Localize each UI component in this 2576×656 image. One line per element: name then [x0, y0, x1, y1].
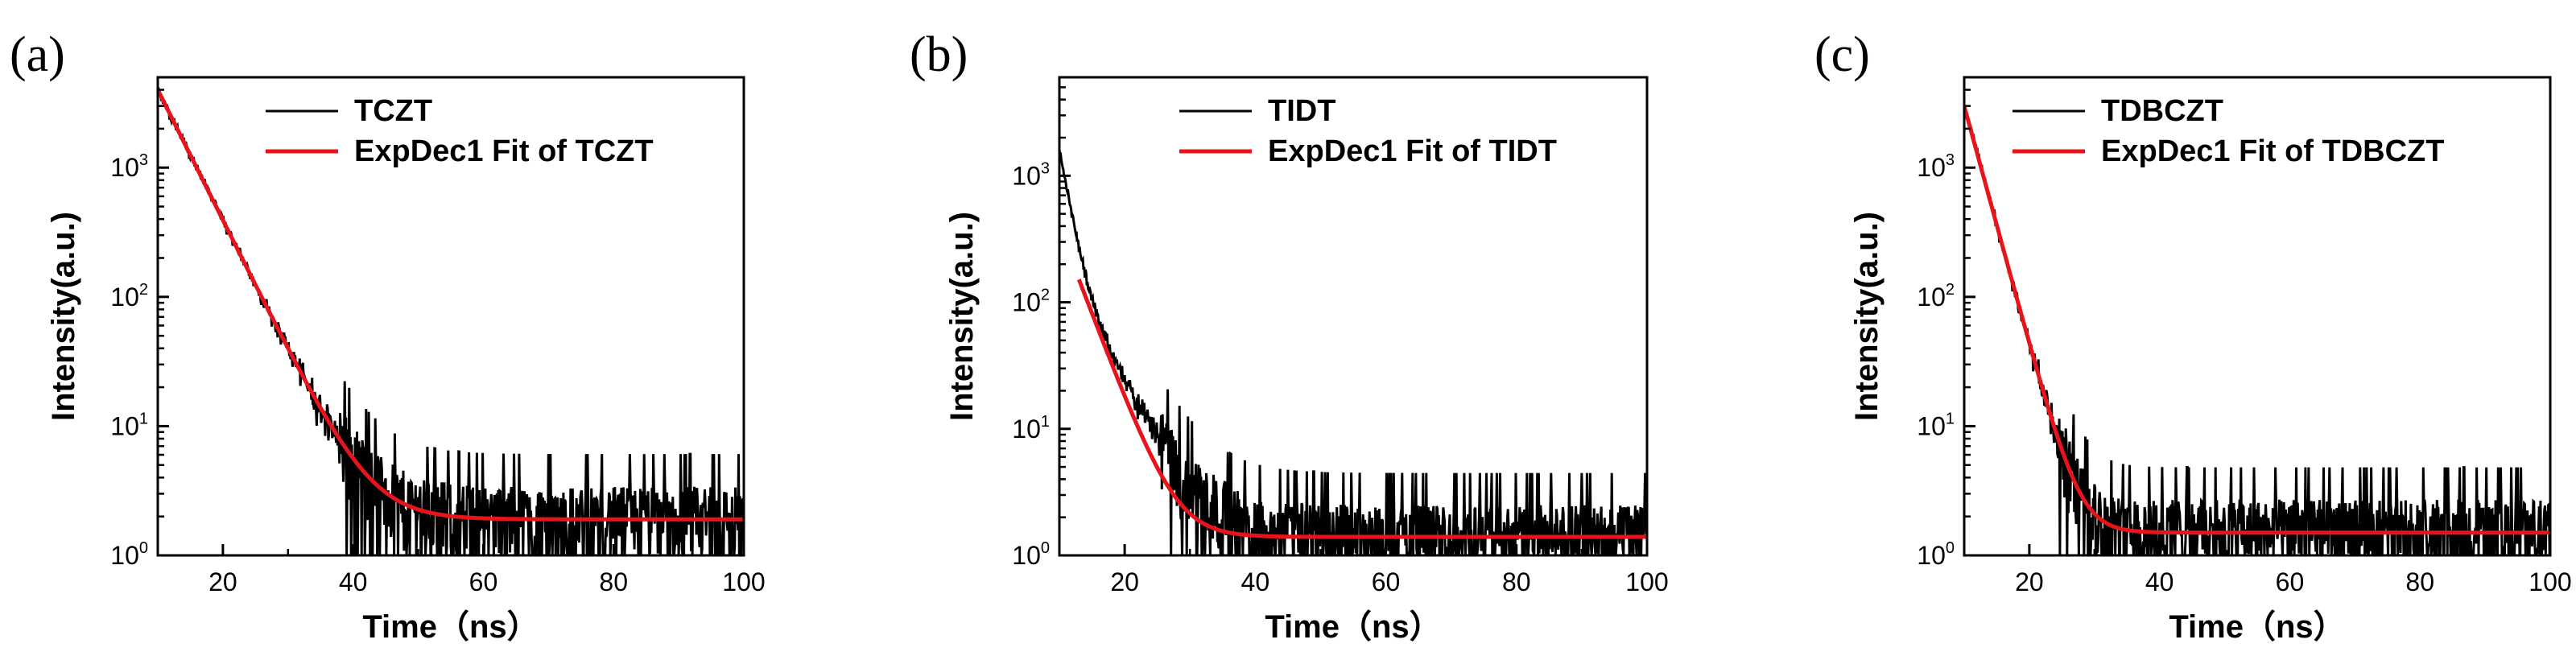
series-line-1 [1059, 149, 1647, 555]
x-tick-label: 40 [339, 567, 368, 596]
x-axis-label: Time（ns） [362, 609, 539, 645]
y-tick-label: 100 [1917, 539, 1955, 570]
panel-label: (b) [910, 27, 968, 82]
y-axis-label: Intensity(a.u.) [46, 212, 81, 421]
y-tick-exp: 1 [139, 410, 148, 427]
y-tick-label: 100 [1012, 539, 1050, 570]
y-tick-base: 10 [1917, 541, 1946, 570]
y-tick-exp: 2 [1946, 281, 1955, 299]
legend-label: ExpDec1 Fit of TIDT [1268, 134, 1557, 168]
y-tick-base: 10 [1917, 283, 1946, 311]
y-tick-exp: 0 [139, 539, 148, 557]
y-tick-exp: 1 [1041, 413, 1050, 431]
legend-label: ExpDec1 Fit of TCZT [354, 134, 654, 168]
x-tick-label: 20 [2015, 567, 2044, 596]
fit-line-2 [1964, 105, 2550, 535]
y-tick-exp: 0 [1946, 539, 1955, 557]
y-tick-label: 102 [1012, 287, 1050, 317]
y-tick-base: 10 [110, 411, 139, 440]
x-tick-label: 80 [599, 567, 628, 596]
y-tick-exp: 1 [1946, 410, 1955, 427]
x-tick-label: 20 [1110, 567, 1139, 596]
x-tick-label: 40 [1241, 567, 1270, 596]
y-tick-label: 101 [1012, 413, 1050, 444]
y-tick-exp: 2 [1041, 287, 1050, 304]
series-line-1 [1964, 105, 2550, 555]
y-tick-label: 102 [1917, 281, 1955, 311]
chart-panel-3: 20 40 60 80 100100101102103Time（ns）Intensity… [1814, 27, 2572, 645]
y-tick-base: 10 [1012, 415, 1041, 444]
x-tick-label: 80 [2405, 567, 2434, 596]
y-tick-exp: 2 [139, 281, 148, 299]
y-axis-label: Intensity(a.u.) [1849, 212, 1885, 421]
y-tick-label: 102 [110, 281, 148, 311]
panel-label: (c) [1814, 27, 1870, 82]
y-tick-label: 103 [1917, 151, 1955, 182]
y-tick-base: 10 [1012, 288, 1041, 317]
y-tick-exp: 0 [1041, 539, 1050, 557]
y-axis-label: Intensity(a.u.) [944, 212, 980, 421]
plot-frame [1058, 76, 1649, 557]
panel-label: (a) [10, 27, 65, 82]
x-tick-label: 100 [2529, 567, 2571, 596]
y-tick-base: 10 [110, 541, 139, 570]
x-tick-label: 60 [1372, 567, 1401, 596]
y-tick-exp: 3 [1946, 151, 1955, 169]
fit-line-2 [1076, 278, 1647, 539]
y-tick-base: 10 [1012, 541, 1041, 570]
y-tick-label: 103 [1012, 159, 1050, 190]
x-tick-label: 60 [2276, 567, 2305, 596]
x-tick-label: 20 [208, 567, 237, 596]
x-tick-label: 100 [722, 567, 765, 596]
chart-panel-1: 20 40 60 80 100100101102103Time（ns）Intensity… [10, 27, 766, 645]
y-tick-label: 101 [1917, 410, 1955, 440]
y-tick-label: 103 [110, 151, 148, 182]
x-tick-label: 60 [469, 567, 498, 596]
y-tick-base: 10 [1917, 411, 1946, 440]
y-tick-base: 10 [110, 153, 139, 182]
legend-label: TIDT [1268, 94, 1335, 128]
fit-line-2 [158, 89, 744, 522]
x-tick-label: 100 [1625, 567, 1668, 596]
y-tick-label: 101 [110, 410, 148, 440]
y-tick-exp: 3 [1041, 159, 1050, 177]
x-tick-label: 40 [2145, 567, 2174, 596]
legend-label: TDBCZT [2101, 94, 2223, 128]
y-tick-base: 10 [1917, 153, 1946, 182]
y-tick-base: 10 [1012, 161, 1041, 190]
y-tick-exp: 3 [139, 151, 148, 169]
x-axis-label: Time（ns） [1265, 609, 1441, 645]
x-axis-label: Time（ns） [2169, 609, 2345, 645]
chart-panel-2: 20 40 60 80 100100101102103Time（ns）Intensity… [910, 27, 1669, 645]
legend-label: ExpDec1 Fit of TDBCZT [2101, 134, 2444, 168]
x-tick-label: 80 [1502, 567, 1531, 596]
y-tick-label: 100 [110, 539, 148, 570]
legend-label: TCZT [354, 94, 432, 128]
y-tick-base: 10 [110, 283, 139, 311]
